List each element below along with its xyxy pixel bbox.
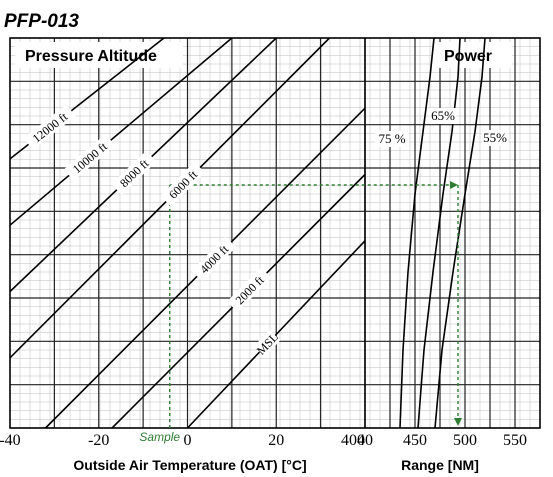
power-label-75: 75 % bbox=[378, 131, 405, 146]
sample-arrow-down bbox=[454, 418, 462, 426]
altitude-label-background bbox=[23, 104, 76, 150]
altitude-label-background bbox=[111, 150, 157, 195]
power-label-background bbox=[481, 130, 509, 146]
x-tick-label-range: 500 bbox=[453, 432, 477, 449]
sample-label: Sample bbox=[139, 430, 180, 444]
x-tick-label-oat: 40 bbox=[357, 432, 373, 449]
altitude-label-background bbox=[191, 236, 237, 282]
altitude-label-background bbox=[160, 161, 206, 207]
power-curve-75 bbox=[399, 37, 435, 429]
left-panel-title: Pressure Altitude bbox=[25, 48, 157, 65]
altitude-label-background bbox=[226, 267, 272, 313]
x-tick-label-oat: 20 bbox=[268, 432, 284, 449]
altitude-line-10000-ft bbox=[9, 37, 233, 226]
power-label-65: 65% bbox=[431, 108, 455, 123]
x-tick-label-range: 450 bbox=[403, 432, 427, 449]
x-tick-label-range: 400 bbox=[341, 432, 365, 449]
power-label-background bbox=[429, 108, 457, 124]
left-x-axis-label: Outside Air Temperature (OAT) [°C] bbox=[73, 457, 306, 473]
right-panel-title: Power bbox=[444, 48, 492, 65]
chart-grid bbox=[9, 37, 541, 429]
x-tick-label-oat: -20 bbox=[88, 432, 109, 449]
right-title-background bbox=[432, 42, 512, 68]
altitude-label-background bbox=[253, 329, 281, 357]
altitude-label-background bbox=[63, 134, 116, 181]
x-tick-label-oat: -40 bbox=[0, 432, 21, 449]
power-label-55: 55% bbox=[483, 130, 507, 145]
x-tick-label-oat: 0 bbox=[184, 432, 192, 449]
left-title-background bbox=[15, 42, 183, 68]
sample-arrow-right bbox=[450, 181, 458, 189]
figure-id: PFP-013 bbox=[4, 11, 79, 32]
x-tick-label-range: 550 bbox=[503, 432, 527, 449]
plot-frame bbox=[9, 37, 541, 429]
power-label-background bbox=[375, 131, 409, 147]
altitude-line-msl bbox=[186, 240, 366, 429]
power-curve-55 bbox=[434, 37, 486, 429]
power-curve-65 bbox=[417, 37, 461, 429]
right-x-axis-label: Range [NM] bbox=[401, 457, 479, 473]
